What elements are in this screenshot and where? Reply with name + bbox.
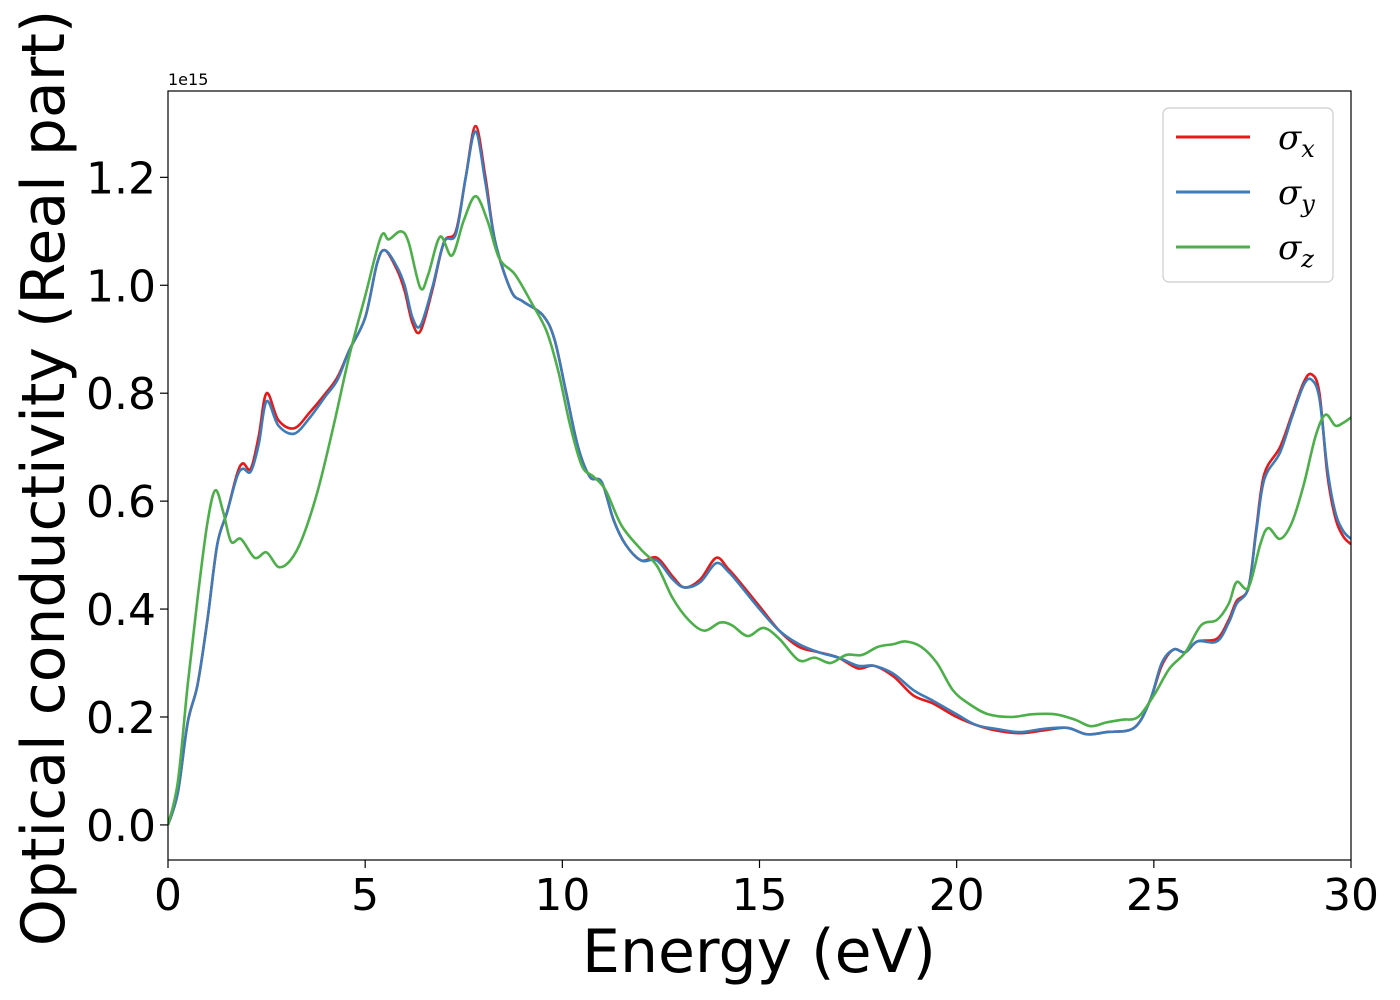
x-tick-label: 25	[1126, 870, 1182, 921]
series-line-y	[168, 130, 1351, 826]
y-tick-label: 1.0	[86, 261, 156, 312]
x-axis: 0 5 10 15 20 25 30	[154, 860, 1379, 921]
x-tick-label: 5	[351, 870, 379, 921]
y-axis: 0.0 0.2 0.4 0.6 0.8 1.0 1.2	[86, 153, 168, 852]
y-tick-label: 0.0	[86, 801, 156, 852]
series-layer	[168, 124, 1351, 826]
x-axis-label: Energy (eV)	[582, 917, 936, 987]
x-tick-label: 10	[534, 870, 590, 921]
series-line-z	[168, 194, 1351, 826]
y-tick-label: 0.6	[86, 477, 156, 528]
legend-label-z: σz	[1278, 228, 1314, 273]
y-axis-label: Optical conductivity (Real part)	[9, 10, 79, 947]
y-offset-label: 1e15	[168, 70, 208, 89]
y-tick-label: 0.2	[86, 693, 156, 744]
x-tick-label: 20	[929, 870, 985, 921]
y-tick-label: 1.2	[86, 153, 156, 204]
x-tick-label: 0	[154, 870, 182, 921]
y-tick-label: 0.8	[86, 369, 156, 420]
legend-box	[1162, 107, 1334, 283]
x-tick-label: 30	[1323, 870, 1379, 921]
x-tick-label: 15	[732, 870, 788, 921]
y-tick-label: 0.4	[86, 585, 156, 636]
